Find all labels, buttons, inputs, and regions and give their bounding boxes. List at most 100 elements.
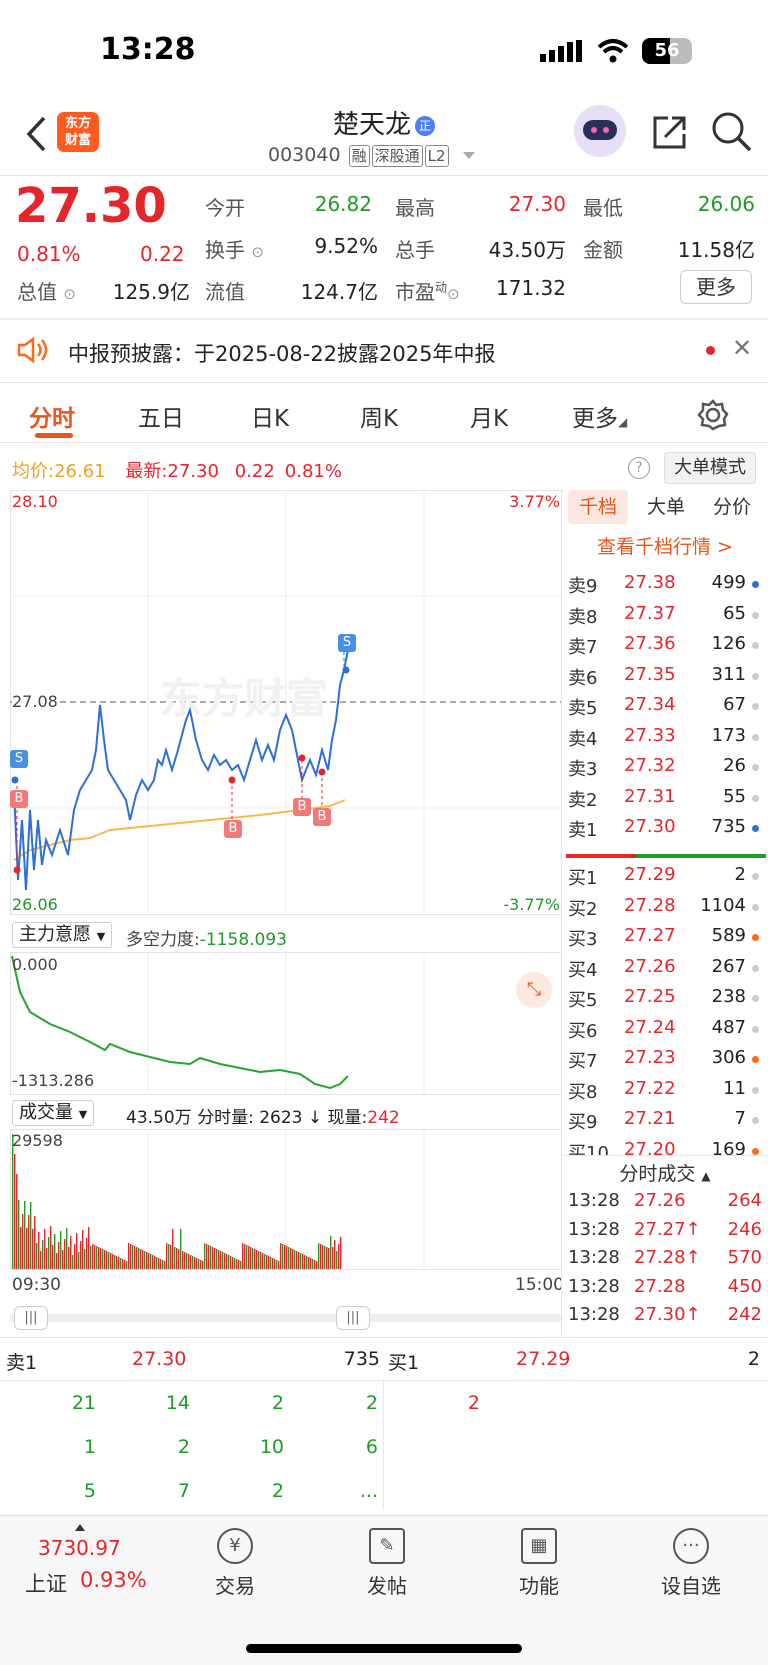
slider-handle-right[interactable]: ||| (336, 1306, 370, 1330)
volume-bar (210, 1246, 212, 1269)
book-tab-price[interactable]: 分价 (712, 496, 751, 518)
index-name: 上证 (25, 1572, 67, 1596)
queue-buy-price: 27.29 (516, 1348, 571, 1370)
close-icon[interactable]: ✕ (732, 334, 753, 362)
notice-bar[interactable]: 中报预披露：于2025-08-22披露2025年中报 ✕ (0, 320, 768, 382)
add-watchlist-button[interactable]: ··· 设自选 (636, 1528, 746, 1599)
bid-volume: 1104 (700, 894, 746, 916)
intraday-chart[interactable]: 东方财富 28.10 3.77% 27.08 26.06 -3.77% S S … (10, 490, 562, 915)
time-range-slider[interactable]: ||| ||| (10, 1305, 562, 1331)
tab-weekly[interactable]: 周K (360, 406, 399, 432)
bid-row[interactable]: 买4 27.26 267 (562, 956, 768, 986)
bid-row[interactable]: 买2 27.28 1104 (562, 895, 768, 925)
ask-level: 卖8 (568, 606, 598, 628)
big-order-mode-button[interactable]: 大单模式 (664, 452, 756, 484)
share-icon[interactable] (650, 112, 690, 152)
grid-icon: ▦ (521, 1528, 557, 1564)
queue-sell-price: 27.30 (132, 1348, 187, 1370)
ask-price: 27.32 (624, 755, 676, 776)
expand-icon[interactable]: ⤡ (516, 972, 552, 1008)
help-icon[interactable]: ? (628, 457, 650, 479)
volume-bar (62, 1250, 64, 1269)
post-button[interactable]: ✎ 发帖 (332, 1528, 442, 1599)
bid-row[interactable]: 买5 27.25 238 (562, 986, 768, 1016)
trade-price: 27.28 (634, 1275, 686, 1297)
ask-row[interactable]: 卖9 27.38 499 (562, 572, 768, 602)
settings-icon[interactable] (697, 399, 729, 431)
tab-intraday[interactable]: 分时 (29, 406, 75, 432)
buy-marker-icon[interactable]: B (10, 790, 28, 808)
back-icon[interactable] (24, 114, 48, 154)
queue-sell-item: 1 (83, 1436, 96, 1458)
tab-more[interactable]: 更多◢ (572, 406, 628, 432)
volume-selector[interactable]: 成交量 ▼ (12, 1100, 95, 1126)
buy-marker-icon[interactable]: B (224, 820, 242, 838)
indicator-selector[interactable]: 主力意愿 ▼ (12, 922, 113, 948)
ask-row[interactable]: 卖5 27.34 67 (562, 694, 768, 724)
volume-bar (256, 1250, 258, 1269)
tab-daily[interactable]: 日K (251, 406, 290, 432)
robot-avatar-icon[interactable] (574, 105, 626, 157)
sell-marker-icon[interactable]: S (10, 750, 28, 768)
queue-buy-label: 买1 (388, 1352, 420, 1374)
ask-row[interactable]: 卖1 27.30 735 (562, 816, 768, 846)
ask-row[interactable]: 卖8 27.37 65 (562, 603, 768, 633)
info-icon[interactable]: ⊙ (447, 285, 460, 303)
volume-bar (186, 1253, 188, 1269)
ask-row[interactable]: 卖4 27.33 173 (562, 725, 768, 755)
trade-icon: ¥ (217, 1528, 253, 1564)
queue-sell-item: 7 (177, 1480, 190, 1502)
bid-row[interactable]: 买9 27.21 7 (562, 1108, 768, 1138)
volume-bar (340, 1237, 342, 1269)
volume-bar (324, 1246, 326, 1269)
slider-handle-left[interactable]: ||| (14, 1306, 48, 1330)
volume-bar (218, 1250, 220, 1269)
sell-marker-icon[interactable]: S (338, 634, 356, 652)
volume-bar (68, 1247, 70, 1269)
trade-price: 27.26 (634, 1190, 686, 1211)
volume-readout: 43.50万 分时量: 2623 ↓ 现量:242 (126, 1108, 400, 1128)
info-icon[interactable]: ⊙ (251, 243, 264, 261)
trade-price: 27.27↑ (634, 1218, 701, 1240)
bid-ask-divider (566, 854, 766, 858)
label-low: 最低 (583, 196, 623, 220)
book-tab-level[interactable]: 千档 (568, 490, 628, 524)
volume-bar (316, 1261, 318, 1269)
tab-monthly[interactable]: 月K (470, 406, 509, 432)
volume-bar (318, 1243, 320, 1269)
buy-marker-icon[interactable]: B (313, 808, 331, 826)
volume-bar (288, 1247, 290, 1269)
bid-row[interactable]: 买1 27.29 2 (562, 864, 768, 894)
ask-row[interactable]: 卖7 27.36 126 (562, 633, 768, 663)
search-icon[interactable] (710, 110, 754, 154)
tab-5day[interactable]: 五日 (138, 406, 184, 432)
book-tab-large[interactable]: 大单 (646, 496, 685, 518)
volume-bar (298, 1252, 300, 1269)
buy-marker-icon[interactable]: B (293, 798, 311, 816)
ask-row[interactable]: 卖3 27.32 26 (562, 755, 768, 785)
ask-level: 卖4 (568, 728, 598, 750)
bid-volume: 7 (734, 1108, 746, 1129)
dot-icon (752, 825, 759, 832)
bid-row[interactable]: 买6 27.24 487 (562, 1017, 768, 1047)
trade-button[interactable]: ¥ 交易 (180, 1528, 290, 1599)
functions-button[interactable]: ▦ 功能 (484, 1528, 594, 1599)
ask-price: 27.30 (624, 816, 676, 837)
info-icon[interactable]: ⊙ (63, 285, 76, 303)
bid-row[interactable]: 买3 27.27 589 (562, 925, 768, 955)
book-link[interactable]: 查看千档行情 > (597, 536, 733, 558)
volume-bar (96, 1246, 98, 1269)
trade-price: 27.30↑ (634, 1304, 701, 1325)
ask-row[interactable]: 卖2 27.31 55 (562, 786, 768, 816)
trades-title[interactable]: 分时成交 ▲ (619, 1163, 711, 1185)
bid-row[interactable]: 买8 27.22 11 (562, 1078, 768, 1108)
more-button[interactable]: 更多 (680, 270, 752, 304)
volume-bar (302, 1254, 304, 1269)
volume-bar (266, 1255, 268, 1269)
ask-row[interactable]: 卖6 27.35 311 (562, 664, 768, 694)
bid-row[interactable]: 买7 27.23 306 (562, 1047, 768, 1077)
volume-bar (284, 1245, 286, 1269)
chevron-down-icon[interactable] (462, 152, 475, 159)
bid-price: 27.20 (624, 1138, 676, 1160)
trade-time: 13:28 (568, 1275, 620, 1297)
